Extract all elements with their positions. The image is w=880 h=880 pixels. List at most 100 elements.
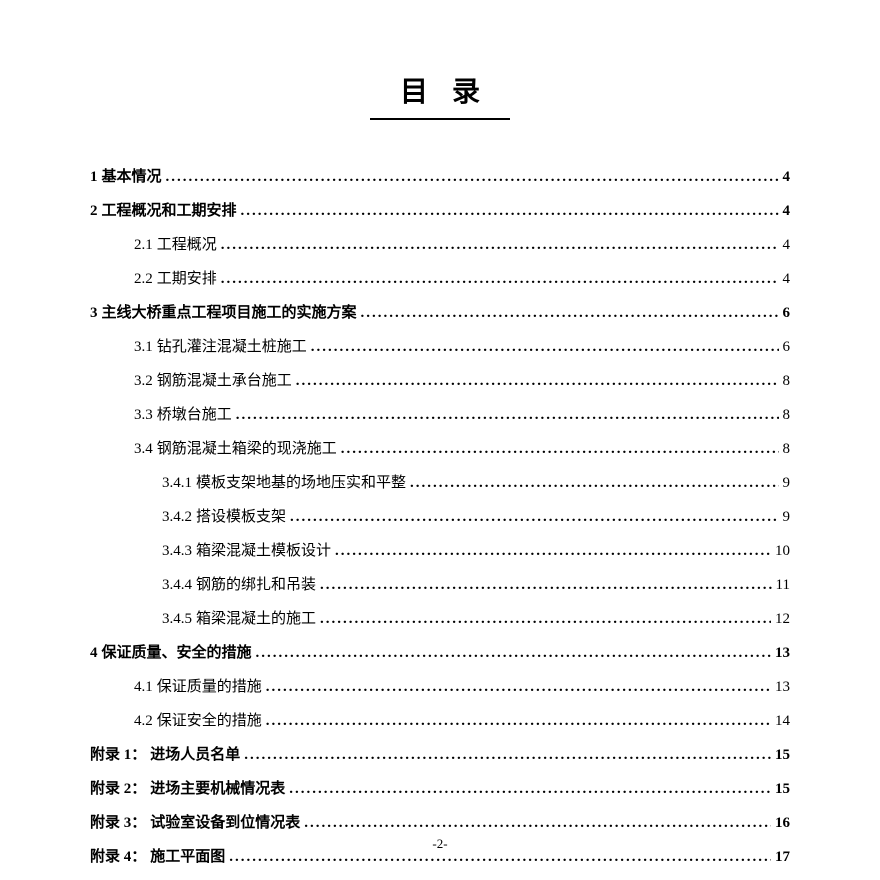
toc-entry-text: 工程概况和工期安排 [102, 199, 237, 223]
toc-row: 3.1钻孔灌注混凝土桩施工...........................… [90, 335, 790, 359]
toc-entry-page: 11 [776, 573, 790, 597]
toc-entry-number: 2.2 [134, 267, 153, 291]
toc-entry-text: 保证安全的措施 [157, 709, 262, 733]
toc-entry-number: 3.3 [134, 403, 153, 427]
toc-entry-text: 钢筋的绑扎和吊装 [196, 573, 316, 597]
toc-row: 3.4.3箱梁混凝土模板设计..........................… [90, 539, 790, 563]
toc-entry-text: 模板支架地基的场地压实和平整 [196, 471, 406, 495]
toc-entry-text: 基本情况 [102, 165, 162, 189]
toc-leader-dots: ........................................… [221, 267, 779, 291]
toc-row: 3.4.1模板支架地基的场地压实和平整.....................… [90, 471, 790, 495]
toc-entry-number: 3.4.1 [162, 471, 192, 495]
toc-entry-page: 8 [783, 403, 791, 427]
toc-leader-dots: ........................................… [296, 369, 779, 393]
toc-entry-page: 9 [783, 505, 791, 529]
toc-leader-dots: ........................................… [335, 539, 771, 563]
toc-leader-dots: ........................................… [236, 403, 779, 427]
toc-leader-dots: ........................................… [166, 165, 779, 189]
toc-entry-text: 钻孔灌注混凝土桩施工 [157, 335, 307, 359]
toc-leader-dots: ........................................… [311, 335, 779, 359]
toc-row: 4.2保证安全的措施..............................… [90, 709, 790, 733]
toc-entry-page: 4 [783, 165, 791, 189]
toc-leader-dots: ........................................… [289, 777, 771, 801]
toc-entry-page: 10 [775, 539, 790, 563]
toc-entry-number: 2.1 [134, 233, 153, 257]
toc-leader-dots: ........................................… [241, 199, 779, 223]
toc-entry-text: 进场主要机械情况表 [150, 777, 285, 801]
toc-entry-page: 16 [775, 811, 790, 835]
toc-entry-number: 3.4.5 [162, 607, 192, 631]
toc-row: 附录 2：进场主要机械情况表..........................… [90, 777, 790, 801]
toc-leader-dots: ........................................… [266, 709, 771, 733]
toc-entry-number: 3.4.4 [162, 573, 192, 597]
toc-entry-page: 12 [775, 607, 790, 631]
title-underline [370, 118, 510, 120]
toc-entry-number: 3.4.3 [162, 539, 192, 563]
toc-leader-dots: ........................................… [361, 301, 779, 325]
toc-entry-page: 13 [775, 675, 790, 699]
toc-leader-dots: ........................................… [341, 437, 779, 461]
toc-row: 3.4.4钢筋的绑扎和吊装...........................… [90, 573, 790, 597]
toc-entry-text: 箱梁混凝土的施工 [196, 607, 316, 631]
toc-entry-page: 8 [783, 369, 791, 393]
toc-entry-text: 箱梁混凝土模板设计 [196, 539, 331, 563]
toc-row: 2.2工期安排.................................… [90, 267, 790, 291]
toc-leader-dots: ........................................… [266, 675, 771, 699]
toc-leader-dots: ........................................… [256, 641, 771, 665]
toc-entry-text: 主线大桥重点工程项目施工的实施方案 [102, 301, 357, 325]
toc-row: 2工程概况和工期安排..............................… [90, 199, 790, 223]
toc-entry-number: 附录 1： [90, 743, 146, 767]
toc-row: 3.4钢筋混凝土箱梁的现浇施工.........................… [90, 437, 790, 461]
toc-entry-page: 8 [783, 437, 791, 461]
toc-row: 4保证质量、安全的措施.............................… [90, 641, 790, 665]
toc-entry-page: 14 [775, 709, 790, 733]
toc-entry-page: 9 [783, 471, 791, 495]
toc-entry-page: 15 [775, 743, 790, 767]
toc-entry-number: 附录 3： [90, 811, 146, 835]
toc-entry-text: 保证质量、安全的措施 [102, 641, 252, 665]
toc-entry-text: 进场人员名单 [150, 743, 240, 767]
toc-entry-page: 15 [775, 777, 790, 801]
toc-entry-number: 3.4.2 [162, 505, 192, 529]
toc-entry-number: 附录 2： [90, 777, 146, 801]
doc-title: 目录 [90, 70, 790, 110]
toc-entry-text: 工期安排 [157, 267, 217, 291]
toc-entry-page: 4 [783, 199, 791, 223]
toc-entry-number: 4.1 [134, 675, 153, 699]
toc-leader-dots: ........................................… [290, 505, 778, 529]
toc-row: 4.1保证质量的措施..............................… [90, 675, 790, 699]
table-of-contents: 1基本情况...................................… [90, 165, 790, 869]
toc-entry-page: 4 [783, 267, 791, 291]
toc-row: 3.3桥墩台施工................................… [90, 403, 790, 427]
toc-entry-number: 3.4 [134, 437, 153, 461]
toc-entry-number: 3 [90, 301, 98, 325]
toc-row: 3.2钢筋混凝土承台施工............................… [90, 369, 790, 393]
toc-row: 3主线大桥重点工程项目施工的实施方案......................… [90, 301, 790, 325]
toc-entry-text: 搭设模板支架 [196, 505, 286, 529]
toc-entry-page: 6 [783, 301, 791, 325]
toc-leader-dots: ........................................… [320, 573, 772, 597]
toc-entry-text: 钢筋混凝土箱梁的现浇施工 [157, 437, 337, 461]
toc-entry-number: 1 [90, 165, 98, 189]
toc-row: 3.4.2搭设模板支架.............................… [90, 505, 790, 529]
toc-leader-dots: ........................................… [304, 811, 771, 835]
toc-row: 附录 3：试验室设备到位情况表.........................… [90, 811, 790, 835]
toc-entry-page: 6 [783, 335, 791, 359]
toc-entry-number: 3.2 [134, 369, 153, 393]
toc-entry-number: 4 [90, 641, 98, 665]
toc-entry-page: 4 [783, 233, 791, 257]
toc-entry-number: 3.1 [134, 335, 153, 359]
toc-entry-text: 试验室设备到位情况表 [150, 811, 300, 835]
toc-row: 附录 1：进场人员名单.............................… [90, 743, 790, 767]
toc-leader-dots: ........................................… [244, 743, 771, 767]
toc-row: 3.4.5箱梁混凝土的施工...........................… [90, 607, 790, 631]
toc-entry-text: 工程概况 [157, 233, 217, 257]
toc-entry-text: 钢筋混凝土承台施工 [157, 369, 292, 393]
toc-entry-number: 2 [90, 199, 98, 223]
toc-leader-dots: ........................................… [410, 471, 778, 495]
toc-row: 1基本情况...................................… [90, 165, 790, 189]
toc-row: 2.1工程概况.................................… [90, 233, 790, 257]
toc-entry-text: 桥墩台施工 [157, 403, 232, 427]
toc-leader-dots: ........................................… [221, 233, 779, 257]
toc-entry-page: 13 [775, 641, 790, 665]
